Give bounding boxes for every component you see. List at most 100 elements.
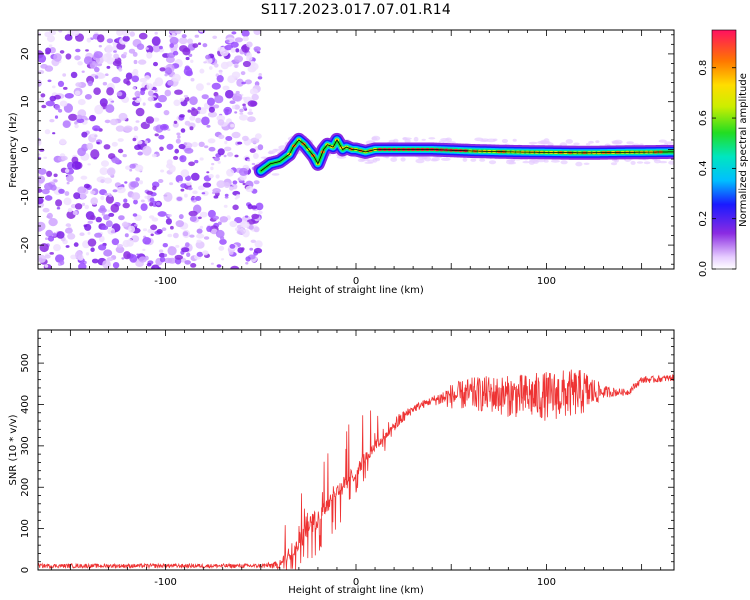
noise-blob <box>70 71 78 79</box>
noise-blob <box>146 262 152 267</box>
noise-blob <box>137 140 143 145</box>
noise-blob <box>80 175 88 180</box>
halo-blob <box>626 141 634 145</box>
noise-blob <box>65 245 70 248</box>
noise-blob <box>247 111 254 115</box>
noise-blob <box>151 264 160 269</box>
noise-blob <box>64 93 74 99</box>
halo-blob <box>367 159 375 163</box>
noise-blob <box>249 247 254 251</box>
noise-blob <box>53 244 61 252</box>
noise-blob <box>148 90 154 97</box>
noise-blob <box>95 216 103 223</box>
noise-blob <box>71 30 80 37</box>
noise-blob <box>118 215 125 221</box>
noise-blob <box>250 137 260 144</box>
noise-blob <box>244 79 252 85</box>
noise-blob <box>39 148 45 152</box>
noise-blob <box>218 134 225 140</box>
noise-blob <box>129 168 133 172</box>
noise-blob <box>199 211 208 218</box>
noise-blob <box>185 70 193 77</box>
noise-blob <box>158 179 164 183</box>
halo-blob <box>550 159 561 163</box>
noise-blob <box>255 202 264 211</box>
noise-blob <box>207 138 216 144</box>
noise-blob <box>207 97 215 106</box>
noise-blob <box>213 104 220 109</box>
noise-blob <box>182 231 189 237</box>
noise-blob <box>68 113 78 121</box>
noise-blob <box>92 62 96 66</box>
noise-blob <box>149 202 154 207</box>
noise-blob <box>46 212 53 219</box>
noise-blob <box>102 81 108 86</box>
noise-blob <box>174 89 183 95</box>
noise-blob <box>240 71 246 76</box>
noise-blob <box>64 34 73 41</box>
noise-blob <box>189 96 198 106</box>
noise-blob <box>118 67 123 72</box>
noise-blob <box>157 211 167 217</box>
y-axis-label: Frequency (Hz) <box>8 112 19 188</box>
noise-blob <box>232 204 239 211</box>
noise-blob <box>187 109 192 113</box>
noise-blob <box>192 43 199 48</box>
x-tick-label: 100 <box>537 577 556 588</box>
noise-blob <box>206 225 213 232</box>
noise-blob <box>184 120 191 126</box>
noise-blob <box>144 140 148 144</box>
noise-blob <box>245 261 249 265</box>
y-tick-label: 300 <box>20 436 31 455</box>
noise-blob <box>181 34 187 39</box>
noise-blob <box>75 82 82 87</box>
noise-blob <box>81 202 86 206</box>
x-tick-label: -100 <box>154 577 177 588</box>
noise-blob <box>166 159 173 166</box>
noise-blob <box>117 148 124 154</box>
noise-blob <box>91 258 99 264</box>
y-tick-label: 20 <box>20 48 31 61</box>
noise-blob <box>221 258 225 261</box>
noise-blob <box>180 169 190 178</box>
noise-blob <box>38 175 46 184</box>
noise-blob <box>201 192 206 195</box>
colorbar-tick-label: 0.2 <box>698 211 709 227</box>
noise-blob <box>167 214 172 217</box>
noise-blob <box>84 94 92 100</box>
noise-blob <box>132 213 138 217</box>
halo-blob <box>583 162 590 165</box>
noise-blob <box>153 61 158 67</box>
noise-blob <box>58 108 63 113</box>
noise-blob <box>72 210 78 216</box>
colorbar-tick-label: 0.0 <box>698 261 709 277</box>
halo-blob <box>543 159 549 163</box>
noise-blob <box>159 123 169 131</box>
y-tick-label: 0 <box>20 567 31 573</box>
noise-blob <box>64 168 70 173</box>
noise-blob <box>40 64 48 69</box>
noise-blob <box>145 116 155 124</box>
noise-blob <box>44 195 53 201</box>
noise-blob <box>116 30 124 36</box>
noise-blob <box>209 66 213 70</box>
noise-blob <box>122 154 127 158</box>
noise-blob <box>142 248 146 251</box>
noise-blob <box>187 187 193 191</box>
noise-blob <box>234 104 240 110</box>
noise-blob <box>190 77 195 82</box>
noise-blob <box>107 209 111 213</box>
halo-blob <box>390 157 398 163</box>
noise-blob <box>105 73 109 76</box>
y-tick-label: 10 <box>20 95 31 108</box>
noise-blob <box>111 141 118 147</box>
noise-blob <box>98 207 107 213</box>
noise-blob <box>136 253 140 256</box>
noise-blob <box>123 251 131 260</box>
track-centerline <box>260 139 674 172</box>
noise-blob <box>142 102 146 106</box>
noise-blob <box>234 55 244 63</box>
noise-blob <box>116 91 123 97</box>
halo-blob <box>658 139 667 143</box>
noise-blob <box>65 227 73 234</box>
